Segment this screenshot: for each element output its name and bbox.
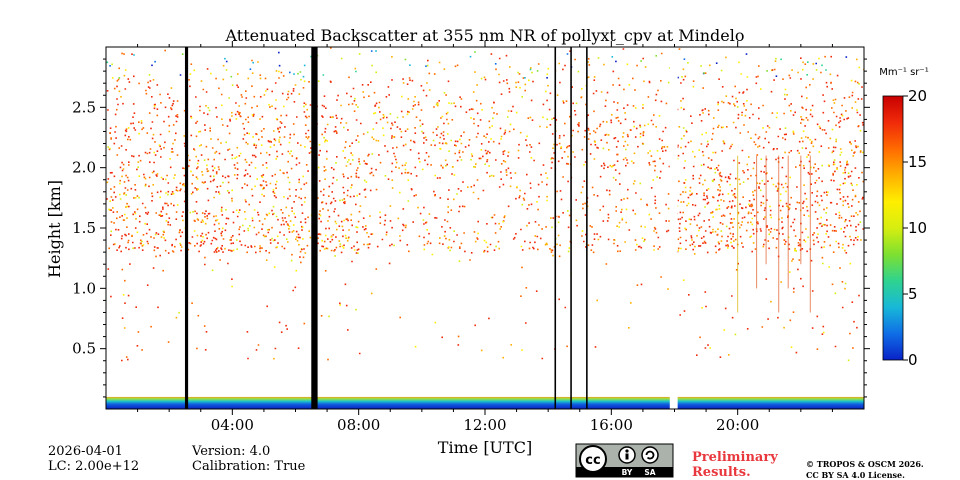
colorbar-ticks: 0 5 10 15 20 bbox=[903, 87, 927, 369]
badge-sa-label: SA bbox=[644, 468, 655, 477]
footer-calibration: Calibration: True bbox=[192, 459, 306, 474]
near-surface-layer bbox=[106, 396, 864, 409]
footer-lidar-constant: LC: 2.00e+12 bbox=[48, 459, 139, 474]
x-tick-label: 04:00 bbox=[211, 416, 254, 434]
copyright-line: © TROPOS & OSCM 2026. bbox=[806, 459, 924, 469]
cc-by-sa-badge: cc BY SA bbox=[575, 443, 674, 478]
x-axis-label: Time [UTC] bbox=[438, 438, 532, 457]
y-tick-label: 2.0 bbox=[72, 159, 96, 177]
y-tick-label: 1.5 bbox=[72, 219, 96, 237]
footer-date: 2026-04-01 bbox=[48, 444, 123, 459]
missing-data-bar bbox=[184, 47, 189, 409]
colorbar-tick-label: 10 bbox=[908, 219, 927, 237]
y-tick-label: 0.5 bbox=[72, 340, 96, 358]
missing-data-bar bbox=[586, 47, 588, 409]
by-person-head bbox=[625, 449, 629, 453]
x-tick-label: 20:00 bbox=[716, 416, 759, 434]
data-gap bbox=[669, 47, 678, 409]
badge-bottom-strip bbox=[576, 467, 673, 477]
colorbar-tick-label: 20 bbox=[908, 87, 927, 105]
y-tick-label: 2.5 bbox=[72, 98, 96, 116]
missing-data-bar bbox=[311, 47, 318, 409]
data-gaps bbox=[669, 47, 678, 409]
missing-data-bar bbox=[570, 47, 572, 409]
by-person-body bbox=[625, 453, 629, 460]
badge-by-label: BY bbox=[622, 468, 633, 477]
y-tick-label: 1.0 bbox=[72, 279, 96, 297]
colorbar-unit-label: Mm⁻¹ sr⁻¹ bbox=[879, 67, 928, 78]
preliminary-label: Preliminary bbox=[692, 450, 778, 465]
x-axis: 04:00 08:00 12:00 16:00 20:00 bbox=[137, 41, 833, 434]
chart-title: Attenuated Backscatter at 355 nm NR of p… bbox=[225, 26, 745, 45]
y-axis: 0.5 1.0 1.5 2.0 2.5 bbox=[72, 58, 870, 398]
x-tick-label: 16:00 bbox=[590, 416, 633, 434]
footer-version: Version: 4.0 bbox=[191, 444, 270, 459]
y-axis-label: Height [km] bbox=[45, 180, 64, 278]
backscatter-speckle bbox=[118, 51, 768, 79]
colorbar-tick-label: 0 bbox=[908, 351, 918, 369]
results-label: Results. bbox=[692, 465, 751, 480]
colorbar-tick-label: 5 bbox=[908, 285, 918, 303]
missing-data-bar bbox=[554, 47, 557, 409]
colorbar: Mm⁻¹ sr⁻¹ 0 5 10 15 20 bbox=[879, 67, 928, 369]
colorbar-gradient bbox=[882, 95, 904, 361]
sa-share-icon bbox=[641, 446, 659, 464]
backscatter-field bbox=[106, 47, 864, 362]
cc-icon-text: cc bbox=[585, 453, 600, 468]
plot-area bbox=[106, 47, 864, 409]
sa-share-arrow bbox=[645, 450, 655, 460]
cc-icon bbox=[579, 445, 607, 473]
license-line: CC BY SA 4.0 License. bbox=[806, 470, 905, 480]
colorbar-tick-label: 15 bbox=[908, 153, 927, 171]
missing-data-bars bbox=[184, 47, 588, 409]
x-tick-label: 12:00 bbox=[463, 416, 506, 434]
x-tick-label: 08:00 bbox=[337, 416, 380, 434]
